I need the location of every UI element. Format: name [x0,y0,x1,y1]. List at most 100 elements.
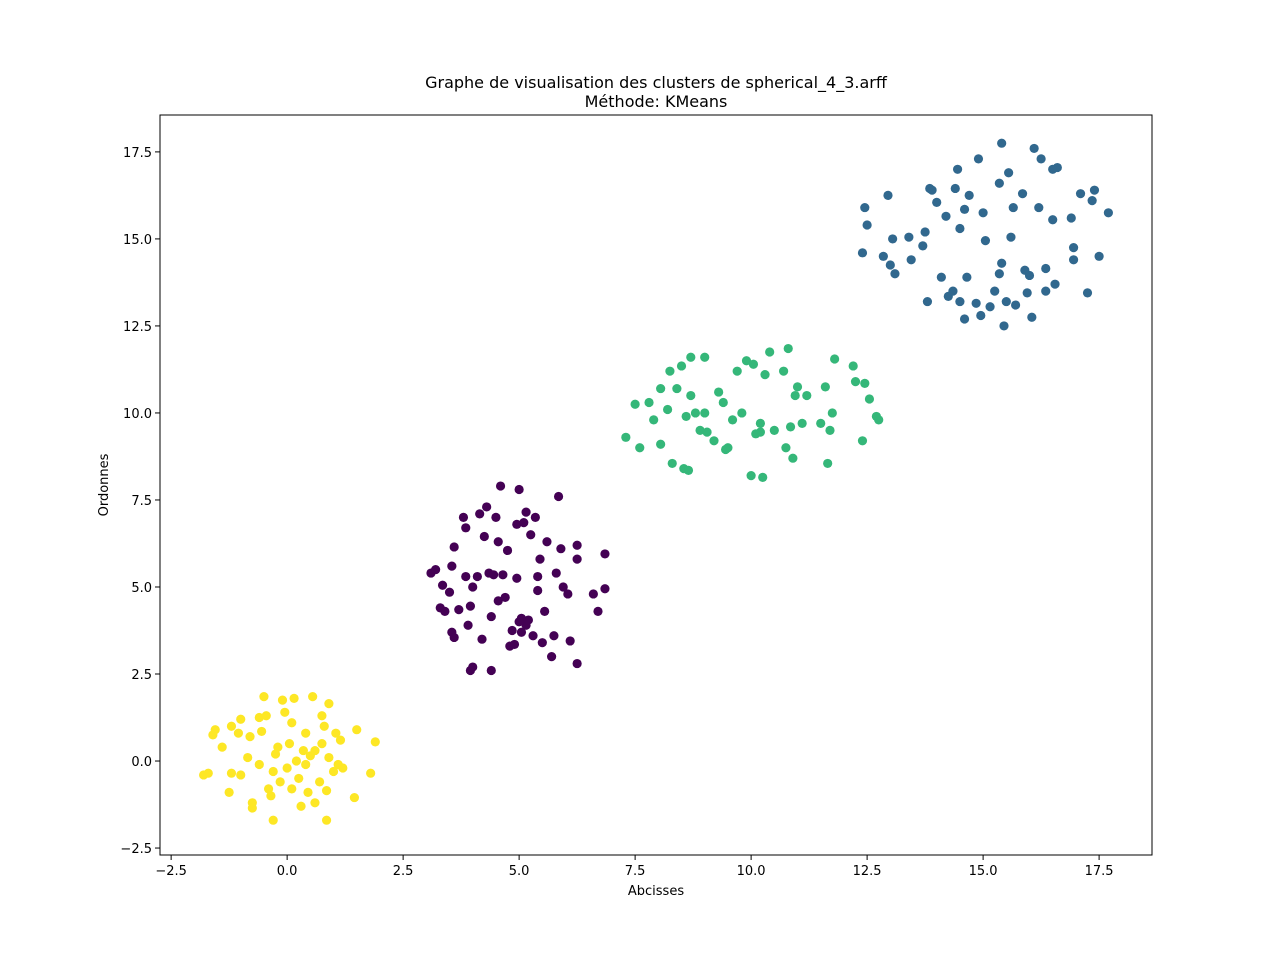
point [273,742,283,752]
point [243,752,253,763]
point [289,693,299,703]
point [247,803,257,813]
point [236,714,246,724]
point [558,582,568,592]
point [783,343,793,354]
point [254,759,264,770]
y-tick-label: 10.0 [123,407,152,422]
point [449,542,459,552]
x-tick-label: 0.0 [277,864,298,879]
point [825,425,835,435]
point [971,298,981,308]
point [475,509,485,519]
point [259,692,269,702]
point [830,354,840,364]
point [454,605,464,615]
point [482,502,492,512]
point [778,366,789,376]
x-tick-label: 2.5 [393,864,414,879]
point [600,549,610,559]
point [444,587,455,597]
point [667,458,677,469]
point [656,383,666,394]
point [848,361,858,371]
point [537,638,547,648]
point [491,512,501,522]
point [1052,162,1062,173]
point [1034,202,1044,213]
point [948,286,958,296]
point [493,596,503,606]
point [449,632,459,643]
point [533,571,543,582]
point [495,481,506,491]
point [217,742,227,752]
point [1103,208,1113,218]
point [932,197,942,207]
chart-subtitle: Méthode: KMeans [585,92,728,111]
point [319,721,329,731]
y-tick-label: 12.5 [123,320,152,335]
point [635,443,645,453]
point [888,234,898,244]
point [458,512,469,522]
point [298,745,308,756]
x-tick-label: 15.0 [969,864,998,879]
point [472,571,482,582]
point [1075,189,1086,199]
point [547,651,557,662]
point [308,692,318,702]
point [1094,251,1104,261]
point [291,756,302,766]
point [918,241,928,251]
point [321,786,332,796]
plot-frame [159,114,1153,856]
point [512,573,522,583]
x-tick-label: −2.5 [155,864,187,879]
point [317,739,327,749]
point [1066,213,1076,223]
point [765,347,775,357]
point [1004,168,1014,178]
x-tick-label: 5.0 [509,864,530,879]
point [920,227,930,237]
point [964,190,974,201]
point [820,382,830,392]
point [440,606,450,616]
point [1006,232,1016,242]
point [890,269,900,279]
point [301,728,311,738]
point [797,418,807,428]
point [686,390,696,401]
point [549,631,559,641]
point [621,432,631,442]
point [461,571,471,582]
point [315,777,325,787]
point [565,636,575,646]
point [999,321,1009,331]
chart-title: Graphe de visualisation des clusters de … [425,73,888,93]
y-tick-label: 17.5 [123,146,152,161]
point [709,436,719,446]
point [593,606,603,616]
point [461,523,471,533]
point [906,255,916,265]
point [257,726,267,737]
point [521,507,531,517]
point [980,236,991,246]
point [245,732,255,742]
point [533,585,543,596]
point [477,634,487,644]
point [904,232,914,242]
point [514,617,524,627]
point [572,554,582,564]
point [955,296,965,307]
point [516,627,527,637]
point [526,530,536,540]
point [266,791,276,801]
point [226,768,237,778]
point [1082,288,1093,298]
point [523,615,534,625]
point [530,512,540,522]
point [540,606,550,616]
